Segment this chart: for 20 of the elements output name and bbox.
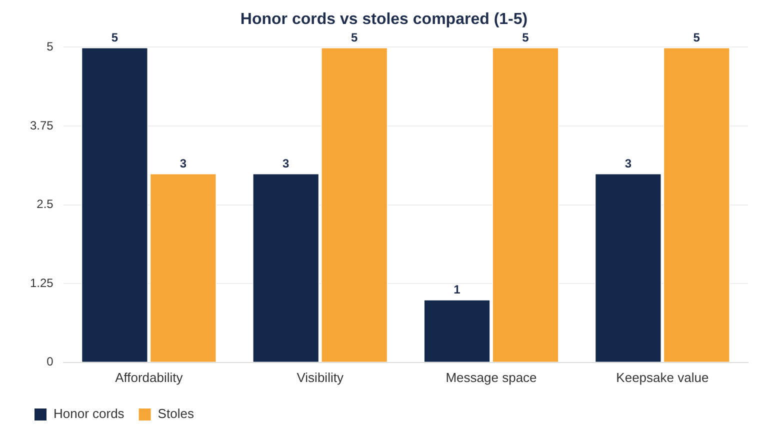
data-label: 5 bbox=[522, 30, 530, 45]
y-tick-label: 0 bbox=[46, 354, 54, 369]
x-tick-label: Keepsake value bbox=[616, 370, 709, 385]
data-label: 3 bbox=[180, 156, 187, 171]
y-tick-label: 2.5 bbox=[36, 197, 54, 212]
legend-label: Stoles bbox=[158, 406, 194, 422]
chart-title: Honor cords vs stoles compared (1-5) bbox=[240, 11, 528, 28]
legend-label: Honor cords bbox=[54, 406, 125, 422]
y-tick-label: 5 bbox=[46, 40, 54, 54]
data-label: 3 bbox=[282, 156, 290, 171]
data-label: 5 bbox=[111, 30, 118, 45]
y-tick-label: 1.25 bbox=[30, 276, 54, 290]
y-tick-label: 3.75 bbox=[30, 118, 54, 132]
data-label: 5 bbox=[693, 30, 700, 45]
x-tick-label: Message space bbox=[446, 370, 537, 385]
data-label: 1 bbox=[454, 282, 461, 297]
x-tick-label: Visibility bbox=[296, 370, 344, 385]
data-label: 3 bbox=[624, 156, 632, 171]
x-tick-label: Affordability bbox=[115, 370, 184, 385]
data-label: 5 bbox=[350, 30, 358, 45]
